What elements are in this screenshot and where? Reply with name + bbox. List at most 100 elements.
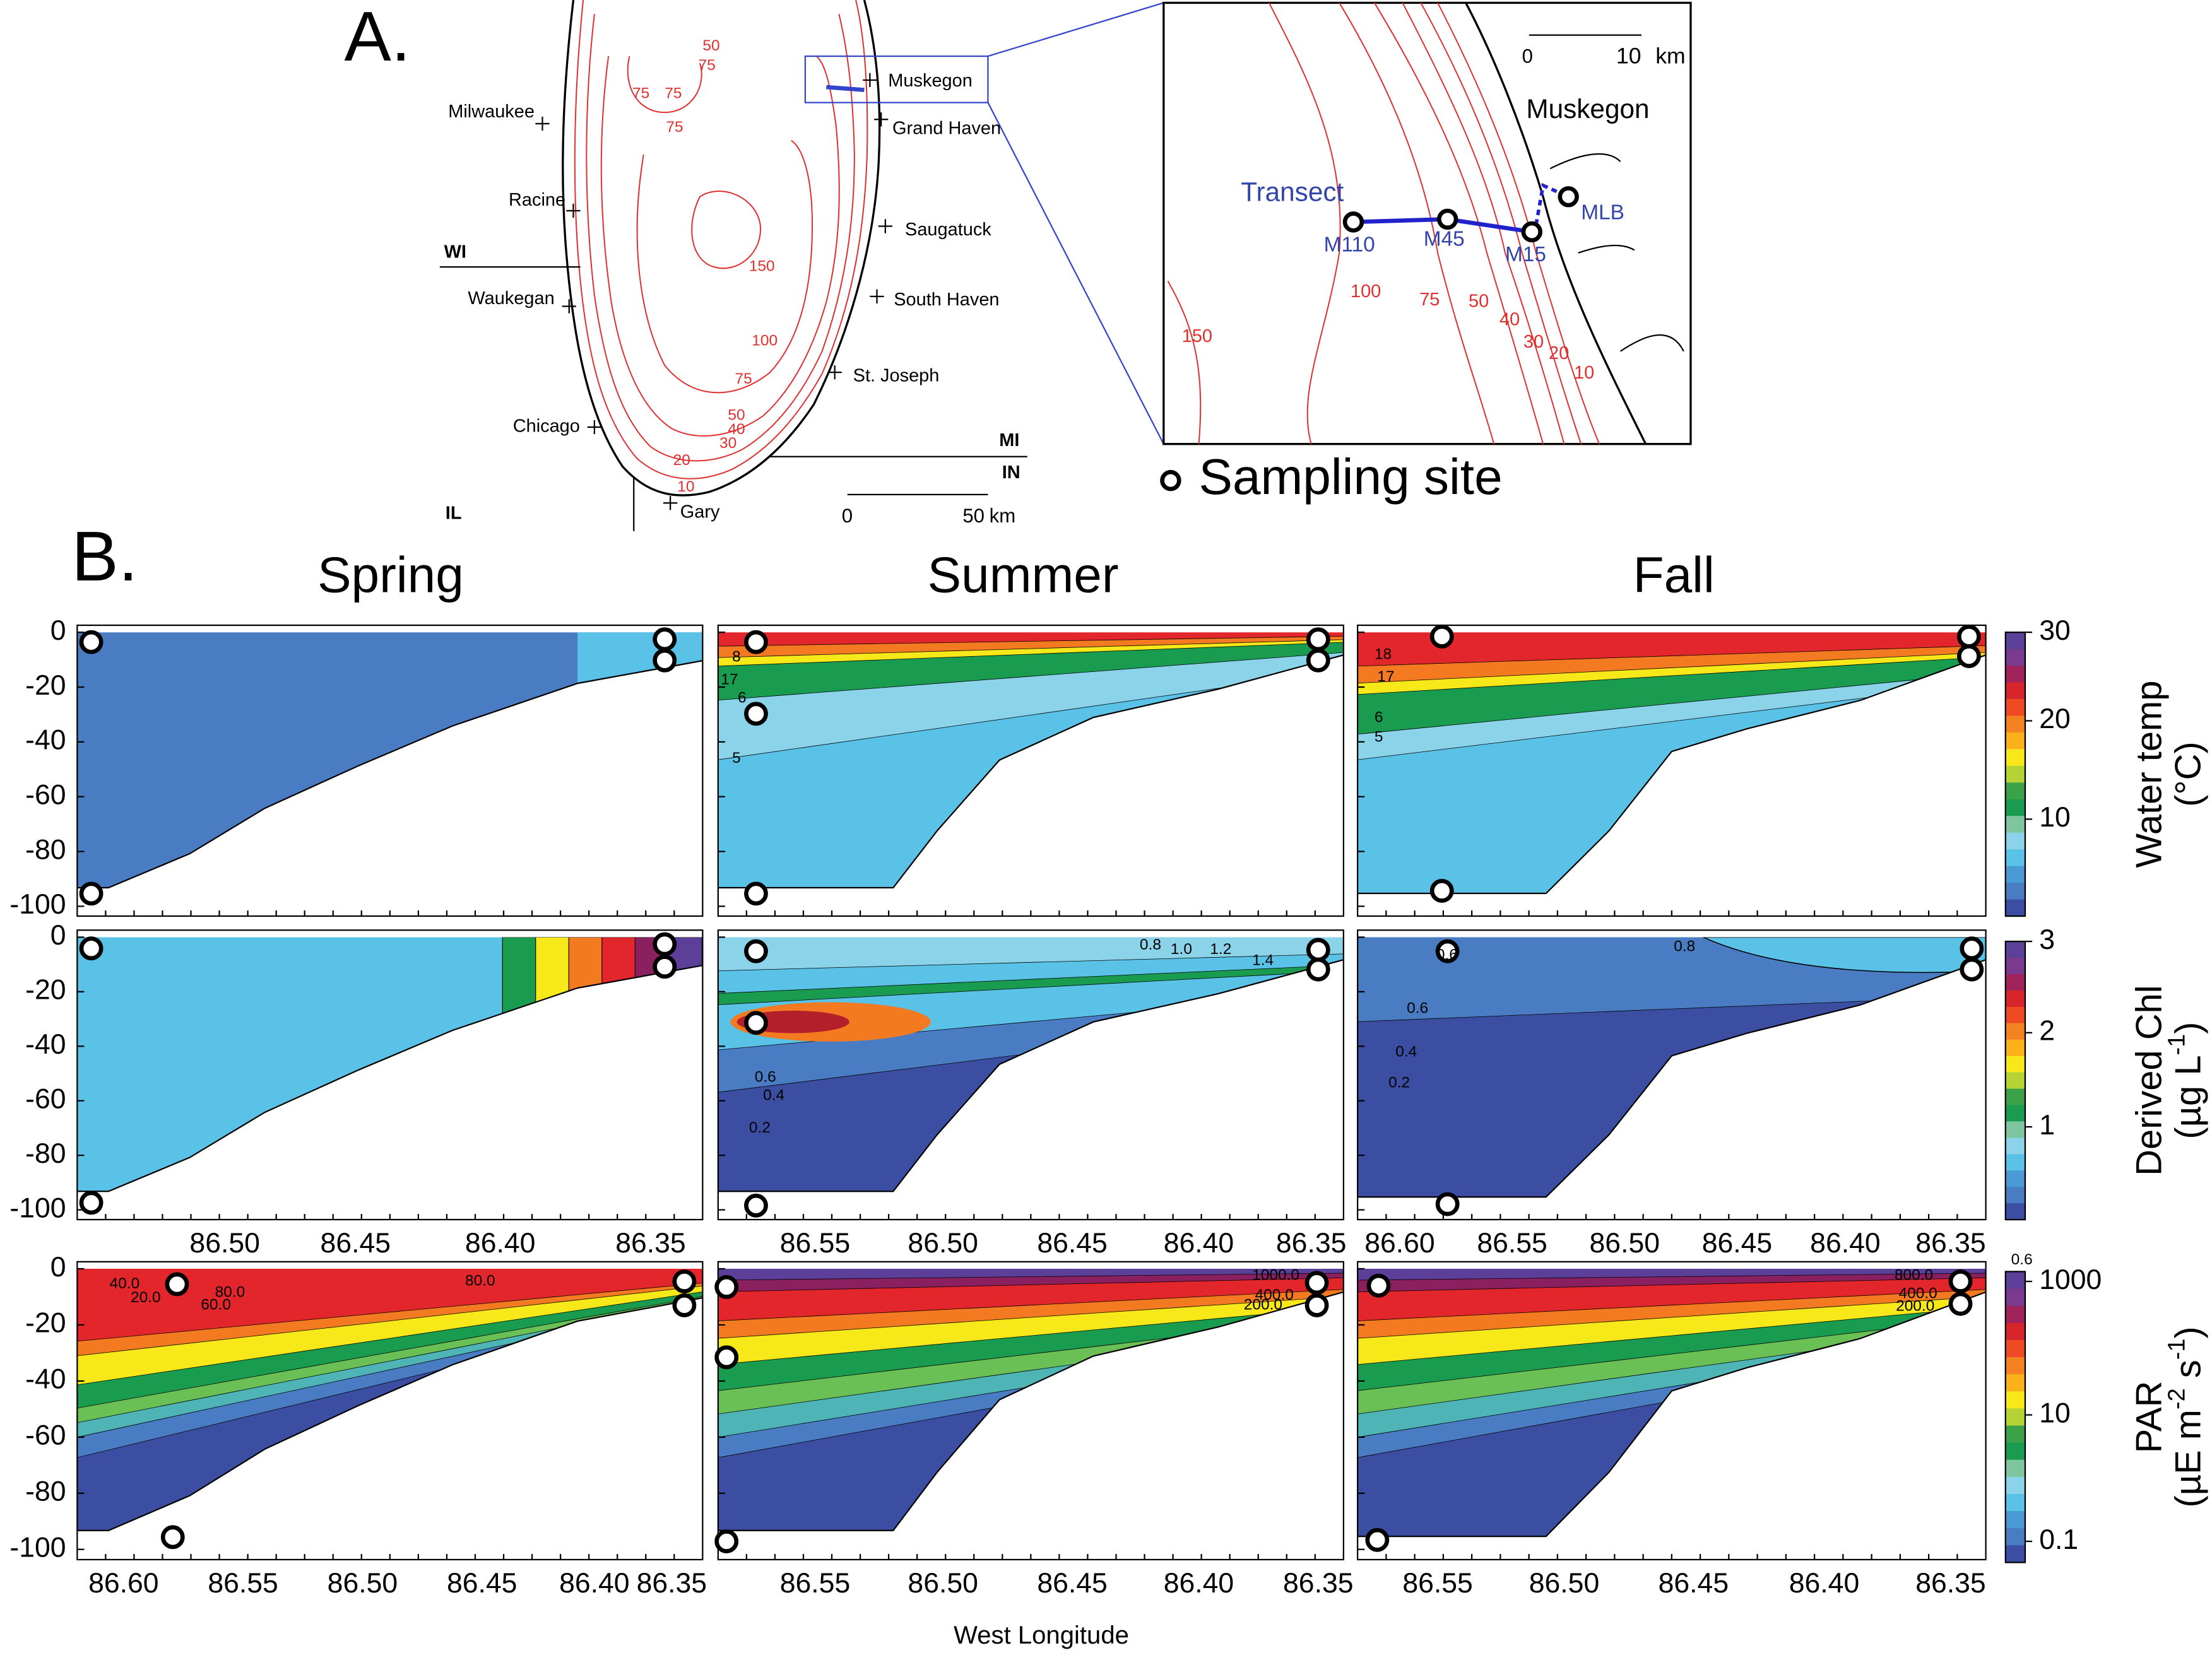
contour-band: [502, 937, 537, 1050]
colorbar-swatch: [2005, 1138, 2025, 1155]
season-title: Summer: [928, 546, 1119, 603]
contour-label: 0.6: [755, 1069, 776, 1086]
colorbar-swatch: [2005, 1121, 2025, 1139]
sampling-site: [653, 627, 677, 652]
sampling-site: [1304, 1271, 1329, 1295]
inset-connector: [988, 2, 1164, 57]
colorbar-tick-label: 10: [2039, 1397, 2071, 1428]
seafloor: [718, 1291, 1344, 1531]
sampling-site: [653, 932, 677, 956]
y-tick-label: -80: [25, 1138, 66, 1169]
colorbar-swatch: [2005, 1187, 2025, 1204]
x-tick-label: 86.60: [1364, 1228, 1434, 1259]
y-tick-label: -100: [9, 889, 66, 920]
contour-band: [1357, 1297, 1986, 1365]
x-tick-label: 86.35: [1915, 1568, 1985, 1599]
colorbar-unit-part: (µg L: [2168, 1055, 2209, 1139]
colorbar-tick-label: 2: [2039, 1016, 2055, 1047]
state-label: IL: [446, 503, 462, 524]
colorbar-swatch: [2005, 1170, 2025, 1188]
contour-band: [601, 937, 636, 1050]
depth-label: 75: [699, 57, 716, 74]
depth-label: 30: [1523, 332, 1544, 352]
contour-label: 6: [1375, 709, 1383, 726]
site-label: M15: [1505, 243, 1546, 266]
y-tick-label: 0: [50, 615, 66, 646]
x-tick-label: 86.55: [1477, 1228, 1547, 1259]
sampling-site: [653, 648, 677, 673]
y-tick-label: 0: [50, 920, 66, 951]
sampling-site: [1429, 878, 1454, 903]
city-label: Saugatuck: [905, 220, 991, 240]
y-tick-label: -40: [25, 1029, 66, 1060]
colorbar-title: Water temp: [2129, 681, 2170, 868]
contour-label: 0.6: [1436, 946, 1458, 963]
city-label: Racine: [509, 190, 565, 210]
contour-label: 1.2: [1210, 941, 1231, 958]
sampling-site: [79, 1191, 104, 1215]
contour-field: [1357, 1268, 1986, 1537]
city-label: Waukegan: [468, 288, 554, 309]
contour-label: 80.0: [215, 1283, 245, 1300]
sampling-site: [1948, 1291, 1973, 1316]
x-tick-label: 86.55: [780, 1568, 850, 1599]
panel-label: A.: [344, 0, 410, 76]
seafloor: [77, 1297, 703, 1531]
site-label: M45: [1424, 228, 1465, 251]
sampling-site: [1435, 1192, 1460, 1216]
contour-label: 8: [732, 649, 741, 666]
y-tick-label: -20: [25, 975, 66, 1006]
colorbar-tick-label: 0.1: [2039, 1524, 2078, 1555]
sampling-site: [653, 955, 677, 979]
colorbar-swatch: [2005, 799, 2025, 817]
colorbar-swatch: [2005, 1528, 2025, 1546]
contour-label: 0.8: [1674, 938, 1695, 955]
colorbar-swatch: [2005, 666, 2025, 683]
contour-band: [718, 642, 1344, 701]
scale-label: 0: [1522, 45, 1533, 68]
depth-label: 75: [666, 119, 683, 136]
x-tick-label: 86.60: [88, 1568, 158, 1599]
y-tick-label: -80: [25, 1476, 66, 1507]
x-tick-label: 86.40: [1789, 1568, 1859, 1599]
colorbar-unit-part: -2: [2164, 1388, 2191, 1409]
contour-band: [718, 937, 1344, 972]
colorbar-swatch: [2005, 765, 2025, 784]
colorbar-unit-part: -1: [2164, 1339, 2191, 1360]
lake-shore: [562, 0, 881, 497]
colorbar-swatch: [2005, 1105, 2025, 1122]
colorbar-swatch: [2005, 1271, 2025, 1290]
contour-label: 1000.0: [1252, 1267, 1299, 1284]
sampling-site: [1365, 1527, 1390, 1552]
colorbar-swatch: [2005, 1459, 2025, 1478]
colorbar-swatch: [2005, 1006, 2025, 1024]
city-label: St. Joseph: [853, 365, 940, 385]
depth-label: 10: [677, 478, 694, 495]
contour-field: [77, 1268, 703, 1531]
scale-label: km: [1655, 44, 1686, 69]
colorbar-swatch: [2005, 1545, 2025, 1563]
colorbar-note: 0.6: [2011, 1251, 2033, 1268]
y-tick-label: -60: [25, 1420, 66, 1451]
season-title: Fall: [1633, 546, 1715, 603]
x-tick-label: 86.50: [328, 1568, 398, 1599]
colorbar-frame: [2004, 940, 2026, 1221]
lake-map: [439, 0, 1164, 531]
contour-band: [668, 937, 702, 1050]
sampling-site: [744, 702, 768, 726]
contour-label: 800.0: [1895, 1267, 1933, 1284]
contour-field: [77, 632, 703, 888]
sampling-site: [79, 936, 104, 961]
colorbar-swatch: [2005, 1408, 2025, 1427]
sampling-site: [79, 881, 104, 906]
depth-label: 10: [1574, 363, 1594, 383]
colorbar-frame: [2004, 1271, 2026, 1563]
contour-band: [1357, 1307, 1986, 1391]
x-tick-label: 86.50: [189, 1228, 259, 1259]
sampling-site: [1429, 624, 1454, 649]
contour-label: 60.0: [201, 1296, 231, 1313]
colorbar-swatch: [2005, 632, 2025, 650]
contour-band: [718, 1268, 1344, 1281]
seafloor: [77, 660, 703, 889]
